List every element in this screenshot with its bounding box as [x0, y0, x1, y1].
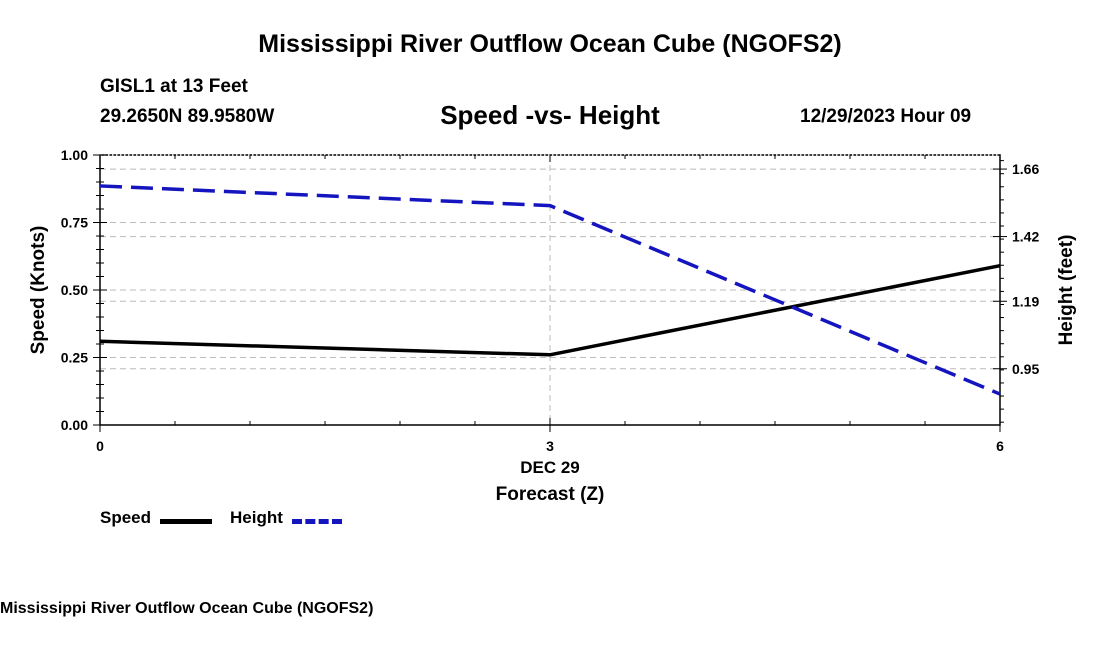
- x-date-label: DEC 29: [520, 458, 580, 477]
- footer-title: Mississippi River Outflow Ocean Cube (NG…: [0, 600, 374, 617]
- y-left-tick-label-2: 0.50: [61, 282, 88, 298]
- legend-swatch-speed: [160, 519, 212, 524]
- y-right-tick-label-1: 1.19: [1012, 293, 1039, 309]
- axis-labels: 0.00 0.25 0.50 0.75 1.00 0.95 1.19 1.42 1.66 0 3 6 D…: [28, 147, 1077, 505]
- x-tick-label-2: 6: [996, 438, 1004, 454]
- y-left-axis-label: Speed (Knots): [28, 226, 49, 355]
- y-right-tick-label-0: 0.95: [1012, 361, 1039, 377]
- y-left-tick-label-1: 0.25: [61, 350, 88, 366]
- y-left-tick-label-0: 0.00: [61, 417, 88, 433]
- y-left-tick-label-3: 0.75: [61, 215, 88, 231]
- y-left-tick-label-4: 1.00: [61, 147, 88, 163]
- x-axis-label: Forecast (Z): [496, 484, 605, 505]
- legend-label-height: Height: [230, 508, 283, 527]
- station-label: GISL1 at 13 Feet: [100, 76, 248, 97]
- data-series: [99, 184, 1001, 396]
- y-right-tick-label-3: 1.66: [1012, 161, 1039, 177]
- x-tick-label-1: 3: [546, 438, 554, 454]
- chart-title: Speed -vs- Height: [440, 100, 660, 130]
- legend-label-speed: Speed: [100, 508, 152, 527]
- y-right-tick-label-2: 1.42: [1012, 229, 1039, 245]
- legend-swatch-height: [292, 519, 342, 524]
- y-right-axis-label: Height (feet): [1056, 235, 1077, 346]
- grid-lines: [100, 155, 1000, 425]
- station-coordinates: 29.2650N 89.9580W: [100, 106, 275, 127]
- axis-ticks: [93, 154, 1007, 432]
- forecast-timestamp: 12/29/2023 Hour 09: [800, 106, 972, 127]
- main-title: Mississippi River Outflow Ocean Cube (NG…: [258, 30, 842, 58]
- x-tick-label-0: 0: [96, 438, 104, 454]
